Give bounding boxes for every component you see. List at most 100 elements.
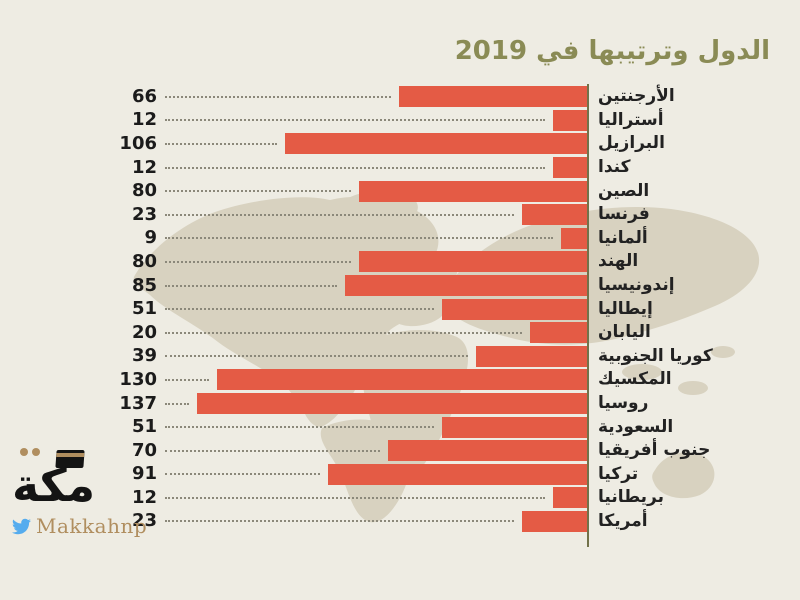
value-label: 66 bbox=[131, 85, 157, 107]
country-label: فرنسا bbox=[598, 204, 650, 225]
value-label: 91 bbox=[131, 463, 157, 485]
dotted-leader-line bbox=[165, 520, 514, 523]
axis-baseline bbox=[587, 84, 589, 547]
bar bbox=[359, 251, 587, 273]
dotted-leader-line bbox=[165, 378, 209, 381]
dotted-leader-line bbox=[165, 166, 545, 169]
value-label: 12 bbox=[131, 486, 157, 508]
value-label: 12 bbox=[131, 109, 157, 131]
chart-row: 85 إندونيسيا bbox=[0, 274, 800, 298]
country-label: تركيا bbox=[598, 463, 639, 484]
dotted-leader-line bbox=[165, 119, 545, 122]
dotted-leader-line bbox=[165, 473, 320, 476]
logo-dot-icon bbox=[32, 448, 40, 456]
value-label: 9 bbox=[144, 227, 157, 249]
chart-row: 130 المكسيك bbox=[0, 368, 800, 392]
chart-row: 20 اليابان bbox=[0, 321, 800, 345]
country-label: جنوب أفريقيا bbox=[598, 440, 711, 461]
dotted-leader-line bbox=[165, 190, 351, 193]
dotted-leader-line bbox=[165, 355, 468, 358]
chart-row: 51 إيطاليا bbox=[0, 297, 800, 321]
chart-row: 137 روسيا bbox=[0, 392, 800, 416]
bar bbox=[388, 440, 587, 462]
logo-arabic-wordmark: مكة bbox=[12, 458, 96, 512]
bar bbox=[197, 393, 587, 415]
dotted-leader-line bbox=[165, 237, 553, 240]
dotted-leader-line bbox=[165, 260, 351, 263]
bar bbox=[399, 86, 587, 108]
bar bbox=[442, 416, 587, 438]
twitter-handle-row: Makkahnp bbox=[12, 514, 147, 538]
value-label: 85 bbox=[131, 274, 157, 296]
chart-row: 80 الهند bbox=[0, 250, 800, 274]
country-label: بريطانيا bbox=[598, 487, 664, 508]
value-label: 106 bbox=[119, 132, 157, 154]
country-label: روسيا bbox=[598, 393, 649, 414]
bar bbox=[561, 227, 587, 249]
value-label: 51 bbox=[131, 298, 157, 320]
chart-row: 23 فرنسا bbox=[0, 203, 800, 227]
country-label: ألمانيا bbox=[598, 227, 648, 248]
twitter-handle: Makkahnp bbox=[36, 514, 148, 538]
value-label: 12 bbox=[131, 156, 157, 178]
dotted-leader-line bbox=[165, 402, 189, 405]
bar bbox=[345, 275, 587, 297]
dotted-leader-line bbox=[165, 331, 522, 334]
country-label: البرازيل bbox=[598, 133, 665, 154]
country-label: كوريا الجنوبية bbox=[598, 345, 713, 366]
country-label: الهند bbox=[598, 251, 639, 272]
country-label: أستراليا bbox=[598, 109, 664, 130]
value-label: 20 bbox=[131, 321, 157, 343]
twitter-icon bbox=[12, 518, 31, 534]
bar bbox=[522, 204, 587, 226]
country-label: اليابان bbox=[598, 322, 651, 343]
chart-row: 12 أستراليا bbox=[0, 109, 800, 133]
country-label: كندا bbox=[598, 157, 631, 178]
value-label: 51 bbox=[131, 416, 157, 438]
dotted-leader-line bbox=[165, 496, 545, 499]
value-label: 80 bbox=[131, 250, 157, 272]
bar-chart: 66 الأرجنتين 12 أستراليا 106 البرازيل 12 كندا 80… bbox=[0, 85, 800, 533]
chart-row: 12 بريطانيا bbox=[0, 486, 800, 510]
dotted-leader-line bbox=[165, 95, 391, 98]
value-label: 80 bbox=[131, 180, 157, 202]
dotted-leader-line bbox=[165, 426, 434, 429]
logo-dot-icon bbox=[20, 448, 28, 456]
value-label: 23 bbox=[131, 203, 157, 225]
country-label: الصين bbox=[598, 180, 650, 201]
country-label: إندونيسيا bbox=[598, 275, 675, 296]
bar bbox=[359, 180, 587, 202]
bar bbox=[442, 298, 587, 320]
chart-row: 91 تركيا bbox=[0, 463, 800, 487]
bar bbox=[522, 510, 587, 532]
chart-row: 9 ألمانيا bbox=[0, 227, 800, 251]
value-label: 130 bbox=[119, 368, 157, 390]
value-label: 137 bbox=[119, 392, 157, 414]
value-label: 23 bbox=[131, 510, 157, 532]
dotted-leader-line bbox=[165, 284, 337, 287]
country-label: إيطاليا bbox=[598, 298, 653, 319]
bar bbox=[476, 345, 587, 367]
country-label: أمريكا bbox=[598, 510, 648, 531]
chart-row: 12 كندا bbox=[0, 156, 800, 180]
bar bbox=[285, 133, 587, 155]
chart-row: 51 السعودية bbox=[0, 415, 800, 439]
dotted-leader-line bbox=[165, 142, 277, 145]
chart-row: 106 البرازيل bbox=[0, 132, 800, 156]
bar bbox=[217, 369, 587, 391]
dotted-leader-line bbox=[165, 213, 514, 216]
value-label: 39 bbox=[131, 345, 157, 367]
dotted-leader-line bbox=[165, 308, 434, 311]
bar bbox=[328, 463, 587, 485]
country-label: المكسيك bbox=[598, 369, 672, 390]
country-label: الأرجنتين bbox=[598, 86, 675, 107]
chart-row: 23 أمريكا bbox=[0, 510, 800, 534]
chart-row: 70 جنوب أفريقيا bbox=[0, 439, 800, 463]
makkah-newspaper-logo: مكة Makkahnp bbox=[12, 448, 147, 538]
chart-row: 66 الأرجنتين bbox=[0, 85, 800, 109]
chart-row: 39 كوريا الجنوبية bbox=[0, 345, 800, 369]
logo-mark: مكة bbox=[12, 448, 132, 512]
chart-row: 80 الصين bbox=[0, 179, 800, 203]
chart-title: الدول وترتيبها في 2019 bbox=[454, 36, 770, 66]
